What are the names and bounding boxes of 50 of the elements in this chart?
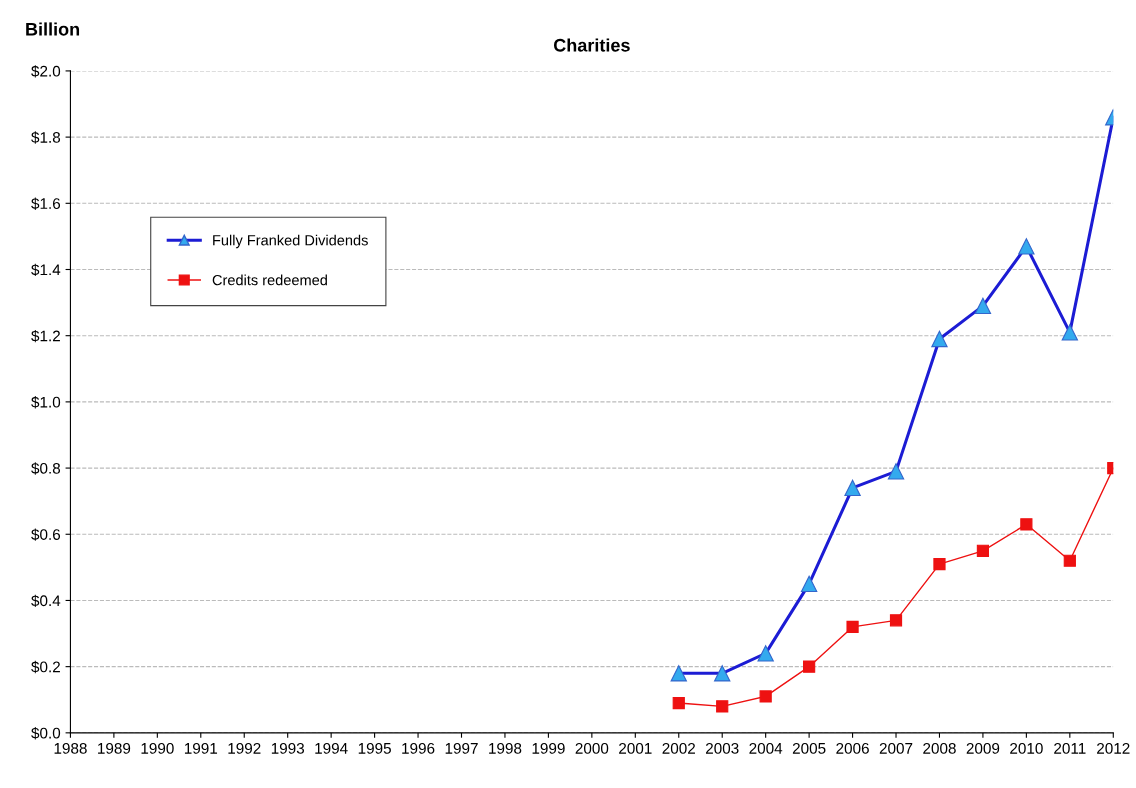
x-tick-label: 2008 (923, 742, 956, 754)
x-tick-label: 2010 (1010, 742, 1043, 754)
point (759, 690, 772, 703)
x-tick-label: 1996 (402, 742, 435, 754)
x-tick-label: 2009 (966, 742, 1000, 754)
point (846, 620, 859, 634)
x-tick-label: 2000 (575, 742, 609, 754)
x-tick-label: 1998 (489, 742, 522, 754)
y-tick-label: $0.4 (31, 594, 61, 608)
y-tick-label: $2.0 (31, 65, 61, 78)
x-tick-label: 1989 (98, 742, 131, 754)
x-tick-label: 2003 (705, 742, 739, 754)
legend-label: Fully Franked Dividends (213, 234, 368, 249)
y-tick-label: $1.4 (31, 263, 61, 277)
x-tick-label: 2002 (662, 742, 695, 754)
x-tick-label: 2004 (749, 742, 783, 754)
point (889, 614, 903, 627)
chart-title: Charities (553, 38, 630, 52)
legend-label: Credits redeemed (212, 274, 327, 286)
point (1020, 518, 1033, 531)
x-tick-label: 2007 (879, 742, 913, 754)
x-tick-label: 1993 (271, 742, 305, 754)
x-tick-label: 2012 (1097, 742, 1130, 754)
x-tick-label: 1990 (141, 742, 174, 754)
y-tick-label: $1.8 (31, 131, 61, 144)
x-tick-label: 2006 (836, 742, 869, 754)
x-tick-label: 2001 (619, 742, 652, 754)
x-tick-label: 1994 (315, 742, 348, 754)
x-tick-label: 1991 (184, 742, 218, 754)
point (1063, 554, 1076, 567)
y-tick-label: $1.2 (31, 329, 60, 343)
y-tick-label: $0.0 (31, 727, 61, 740)
y-axis-title: Billion (26, 22, 80, 36)
x-tick-label: 1992 (228, 742, 261, 754)
point (976, 544, 990, 557)
x-tick-label: 1997 (445, 742, 478, 754)
x-tick-label: 1988 (54, 742, 87, 754)
x-tick-label: 1999 (532, 742, 565, 754)
x-tick-label: 1995 (358, 742, 391, 754)
y-tick-label: $1.6 (31, 197, 61, 210)
point (803, 660, 816, 673)
point (672, 696, 685, 710)
y-tick-label: $0.6 (31, 528, 61, 541)
point (933, 557, 946, 571)
x-tick-label: 2005 (792, 742, 826, 754)
point (716, 700, 729, 713)
y-tick-label: $0.8 (31, 462, 61, 475)
y-tick-label: $0.2 (31, 660, 60, 674)
x-tick-label: 2011 (1054, 742, 1086, 754)
y-tick-label: $1.0 (31, 396, 61, 409)
